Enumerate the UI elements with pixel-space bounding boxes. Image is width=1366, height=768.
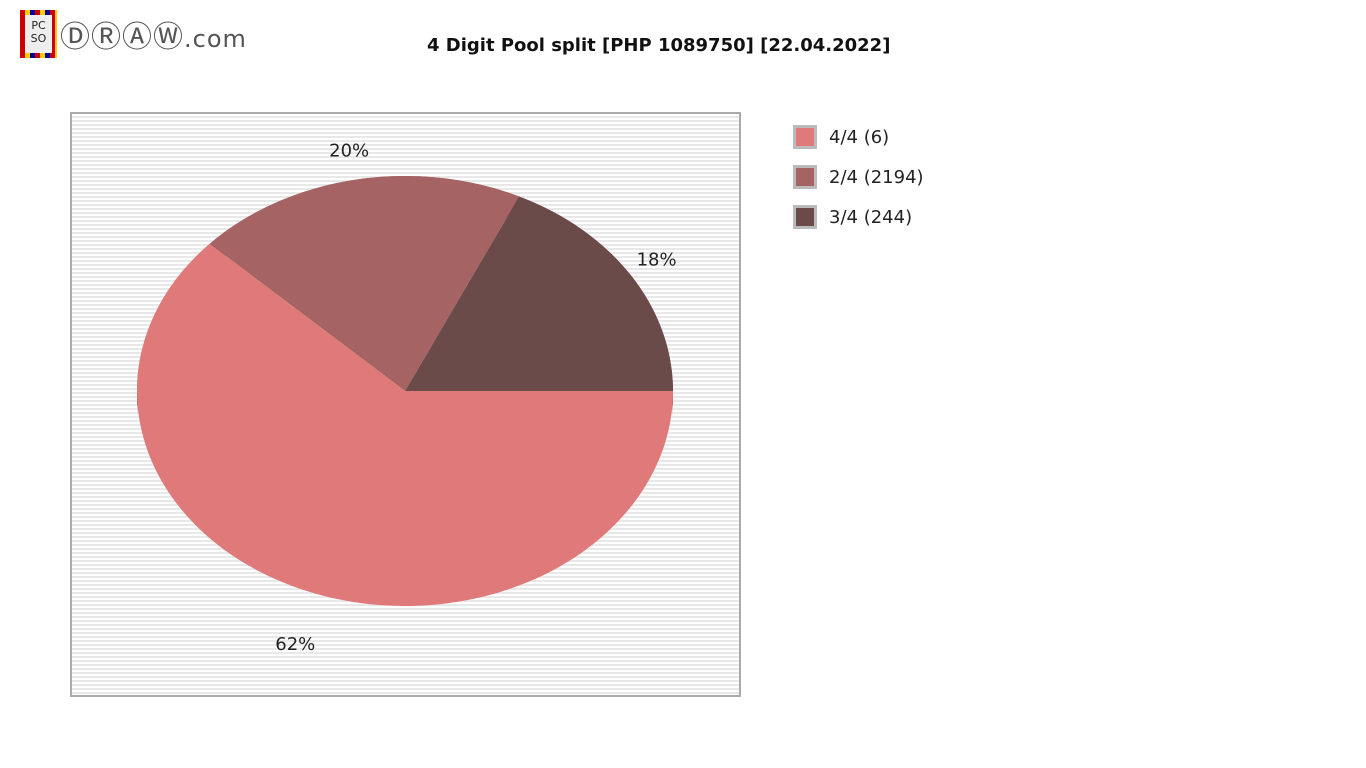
legend-label: 2/4 (2194) (829, 166, 924, 188)
legend-item: 2/4 (2194) (793, 165, 924, 189)
pie-slice-2[interactable] (405, 196, 673, 391)
legend-swatch (793, 125, 817, 149)
pcso-draw-logo[interactable]: PC SO ⒹⓇⒶⓌ.com (20, 10, 247, 58)
chart-title: 4 Digit Pool split [PHP 1089750] [22.04.… (427, 35, 891, 56)
slice-label-1: 20% (329, 140, 369, 161)
logo-text: ⒹⓇⒶⓌ.com (60, 20, 247, 55)
legend-item: 4/4 (6) (793, 125, 889, 149)
legend-label: 3/4 (244) (829, 206, 913, 228)
pcso-logo-badge: PC SO (20, 10, 57, 58)
pie-slice-1[interactable] (209, 176, 520, 391)
legend-swatch (793, 165, 817, 189)
pie-slice-0[interactable] (136, 243, 673, 606)
legend-swatch (793, 205, 817, 229)
slice-label-2: 18% (637, 250, 677, 271)
slice-label-0: 62% (275, 634, 315, 655)
legend-item: 3/4 (244) (793, 205, 912, 229)
legend-label: 4/4 (6) (829, 126, 890, 148)
